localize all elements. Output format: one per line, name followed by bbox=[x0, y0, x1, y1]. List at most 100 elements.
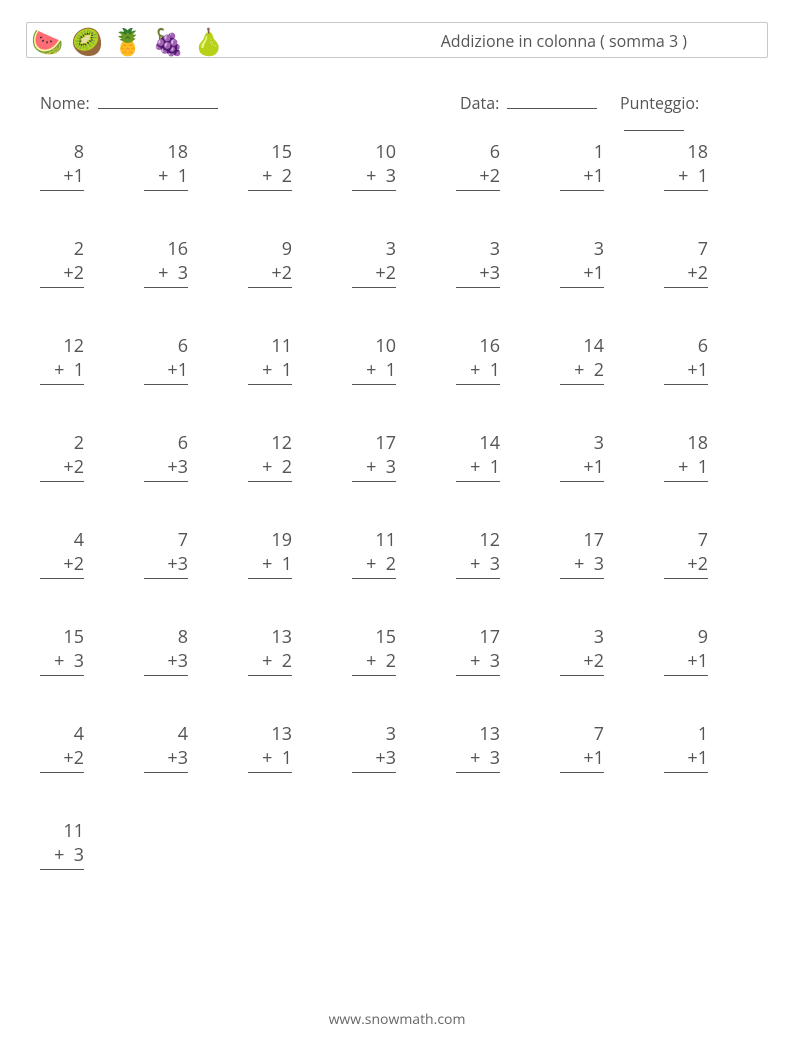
operand-bottom: + 1 bbox=[248, 552, 292, 579]
fruit-icon: 🍍 bbox=[112, 25, 144, 57]
operand-top: 15 bbox=[352, 625, 396, 649]
operand-bottom: + 1 bbox=[40, 358, 84, 385]
operand-bottom: + 2 bbox=[560, 358, 604, 385]
addition-problem: 2+2 bbox=[40, 237, 84, 288]
operand-bottom: + 3 bbox=[144, 261, 188, 288]
operand-bottom: + 1 bbox=[248, 358, 292, 385]
operand-top: 10 bbox=[352, 140, 396, 164]
footer-url: www.snowmath.com bbox=[0, 1010, 794, 1029]
operand-top: 4 bbox=[40, 722, 84, 746]
addition-problem: 2+2 bbox=[40, 431, 84, 482]
addition-problem: 4+3 bbox=[144, 722, 188, 773]
problem-row: 12+ 16+111+ 110+ 116+ 114+ 26+1 bbox=[40, 334, 760, 385]
operand-bottom: +1 bbox=[664, 746, 708, 773]
operand-bottom: +2 bbox=[664, 261, 708, 288]
addition-problem: 6+1 bbox=[144, 334, 188, 385]
addition-problem: 17+ 3 bbox=[456, 625, 500, 676]
addition-problem: 18+ 1 bbox=[144, 140, 188, 191]
operand-top: 2 bbox=[40, 237, 84, 261]
addition-problem: 7+2 bbox=[664, 237, 708, 288]
problem-row: 11+ 3 bbox=[40, 819, 760, 870]
operand-bottom: +1 bbox=[560, 455, 604, 482]
operand-bottom: + 3 bbox=[352, 455, 396, 482]
operand-top: 13 bbox=[248, 722, 292, 746]
operand-bottom: + 3 bbox=[456, 649, 500, 676]
operand-top: 18 bbox=[144, 140, 188, 164]
operand-bottom: +1 bbox=[40, 164, 84, 191]
operand-bottom: + 2 bbox=[248, 455, 292, 482]
date-label: Data: bbox=[460, 92, 499, 114]
header-box: 🍉 🥝 🍍 🍇 🍐 Addizione in colonna ( somma 3… bbox=[26, 22, 768, 58]
page-title: Addizione in colonna ( somma 3 ) bbox=[441, 30, 687, 52]
addition-problem: 7+1 bbox=[560, 722, 604, 773]
addition-problem: 3+2 bbox=[352, 237, 396, 288]
operand-top: 17 bbox=[352, 431, 396, 455]
operand-top: 7 bbox=[560, 722, 604, 746]
operand-top: 11 bbox=[40, 819, 84, 843]
addition-problem: 11+ 2 bbox=[352, 528, 396, 579]
problem-row: 4+27+319+ 111+ 212+ 317+ 37+2 bbox=[40, 528, 760, 579]
operand-bottom: +3 bbox=[456, 261, 500, 288]
problem-row: 8+118+ 115+ 210+ 36+21+118+ 1 bbox=[40, 140, 760, 191]
addition-problem: 11+ 1 bbox=[248, 334, 292, 385]
operand-top: 7 bbox=[144, 528, 188, 552]
operand-bottom: + 1 bbox=[352, 358, 396, 385]
addition-problem: 14+ 1 bbox=[456, 431, 500, 482]
operand-bottom: +3 bbox=[144, 649, 188, 676]
operand-top: 8 bbox=[40, 140, 84, 164]
operand-top: 1 bbox=[560, 140, 604, 164]
operand-bottom: +2 bbox=[352, 261, 396, 288]
operand-bottom: + 3 bbox=[40, 649, 84, 676]
operand-bottom: +1 bbox=[560, 164, 604, 191]
addition-problem: 18+ 1 bbox=[664, 431, 708, 482]
operand-top: 2 bbox=[40, 431, 84, 455]
operand-bottom: + 3 bbox=[352, 164, 396, 191]
operand-bottom: +2 bbox=[664, 552, 708, 579]
addition-problem: 6+1 bbox=[664, 334, 708, 385]
operand-top: 6 bbox=[144, 431, 188, 455]
operand-top: 3 bbox=[456, 237, 500, 261]
operand-top: 9 bbox=[664, 625, 708, 649]
operand-bottom: +1 bbox=[560, 746, 604, 773]
operand-top: 13 bbox=[456, 722, 500, 746]
date-blank[interactable] bbox=[507, 108, 597, 109]
date-field: Data: bbox=[460, 92, 597, 114]
operand-bottom: + 1 bbox=[664, 164, 708, 191]
operand-top: 7 bbox=[664, 528, 708, 552]
score-field: Punteggio: bbox=[620, 92, 760, 136]
problem-row: 2+216+ 39+23+23+33+17+2 bbox=[40, 237, 760, 288]
operand-bottom: + 1 bbox=[248, 746, 292, 773]
operand-bottom: + 2 bbox=[352, 552, 396, 579]
operand-bottom: +3 bbox=[144, 746, 188, 773]
operand-bottom: +2 bbox=[40, 552, 84, 579]
addition-problem: 3+2 bbox=[560, 625, 604, 676]
addition-problem: 3+1 bbox=[560, 431, 604, 482]
operand-bottom: + 1 bbox=[456, 358, 500, 385]
operand-bottom: +2 bbox=[248, 261, 292, 288]
addition-problem: 15+ 2 bbox=[248, 140, 292, 191]
addition-problem: 12+ 2 bbox=[248, 431, 292, 482]
addition-problem: 15+ 3 bbox=[40, 625, 84, 676]
operand-bottom: + 3 bbox=[456, 746, 500, 773]
addition-problem: 12+ 1 bbox=[40, 334, 84, 385]
addition-problem: 4+2 bbox=[40, 528, 84, 579]
addition-problem: 3+1 bbox=[560, 237, 604, 288]
fruit-icon: 🍉 bbox=[31, 25, 63, 57]
addition-problem: 18+ 1 bbox=[664, 140, 708, 191]
addition-problem: 3+3 bbox=[456, 237, 500, 288]
operand-bottom: + 3 bbox=[456, 552, 500, 579]
addition-problem: 13+ 1 bbox=[248, 722, 292, 773]
operand-top: 3 bbox=[560, 237, 604, 261]
name-label: Nome: bbox=[40, 92, 90, 114]
fruit-row: 🍉 🥝 🍍 🍇 🍐 bbox=[31, 25, 225, 57]
addition-problem: 12+ 3 bbox=[456, 528, 500, 579]
operand-bottom: +3 bbox=[144, 552, 188, 579]
worksheet-page: 🍉 🥝 🍍 🍇 🍐 Addizione in colonna ( somma 3… bbox=[0, 0, 794, 1053]
score-blank[interactable] bbox=[624, 130, 684, 131]
problem-row: 2+26+312+ 217+ 314+ 13+118+ 1 bbox=[40, 431, 760, 482]
addition-problem: 4+2 bbox=[40, 722, 84, 773]
operand-top: 15 bbox=[248, 140, 292, 164]
name-blank[interactable] bbox=[98, 108, 218, 109]
operand-top: 6 bbox=[144, 334, 188, 358]
addition-problem: 11+ 3 bbox=[40, 819, 84, 870]
